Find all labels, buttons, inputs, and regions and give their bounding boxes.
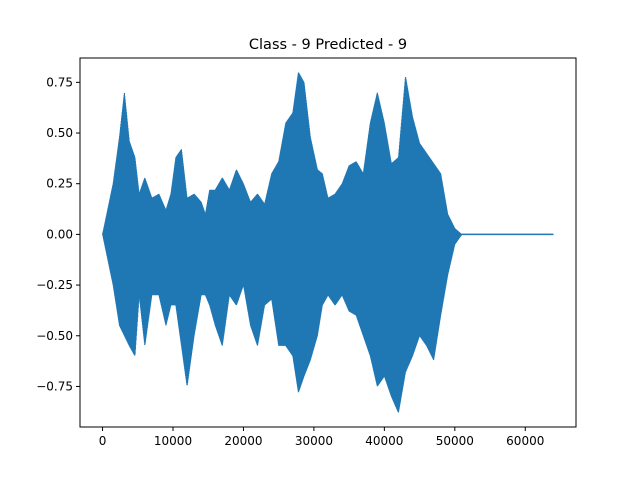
y-axis: −0.75 −0.50 −0.25 0.00 0.25 0.50 0.75 xyxy=(36,75,80,393)
x-tick-label: 30000 xyxy=(295,434,333,448)
chart-title: Class - 9 Predicted - 9 xyxy=(249,37,407,53)
x-tick-label: 50000 xyxy=(436,434,474,448)
x-tick-label: 0 xyxy=(99,434,107,448)
y-tick-label: 0.25 xyxy=(46,177,73,191)
y-tick-label: −0.75 xyxy=(36,379,73,393)
axes-frame xyxy=(79,57,577,428)
x-tick-label: 10000 xyxy=(154,434,192,448)
x-tick-label: 40000 xyxy=(365,434,403,448)
y-tick-label: −0.50 xyxy=(36,329,73,343)
y-tick-label: 0.50 xyxy=(46,126,73,140)
x-tick-label: 60000 xyxy=(506,434,544,448)
x-tick-label: 20000 xyxy=(224,434,262,448)
y-tick-label: 0.00 xyxy=(46,227,73,241)
x-axis: 0 10000 20000 30000 40000 50000 60000 xyxy=(99,427,544,448)
y-tick-label: −0.25 xyxy=(36,278,73,292)
plot-area xyxy=(102,72,554,413)
waveform-series-0 xyxy=(102,72,554,413)
y-tick-label: 0.75 xyxy=(46,75,73,89)
